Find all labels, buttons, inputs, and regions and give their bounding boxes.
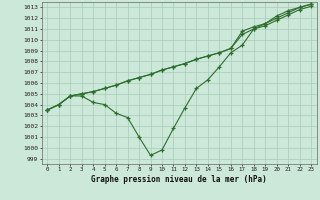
- X-axis label: Graphe pression niveau de la mer (hPa): Graphe pression niveau de la mer (hPa): [91, 175, 267, 184]
